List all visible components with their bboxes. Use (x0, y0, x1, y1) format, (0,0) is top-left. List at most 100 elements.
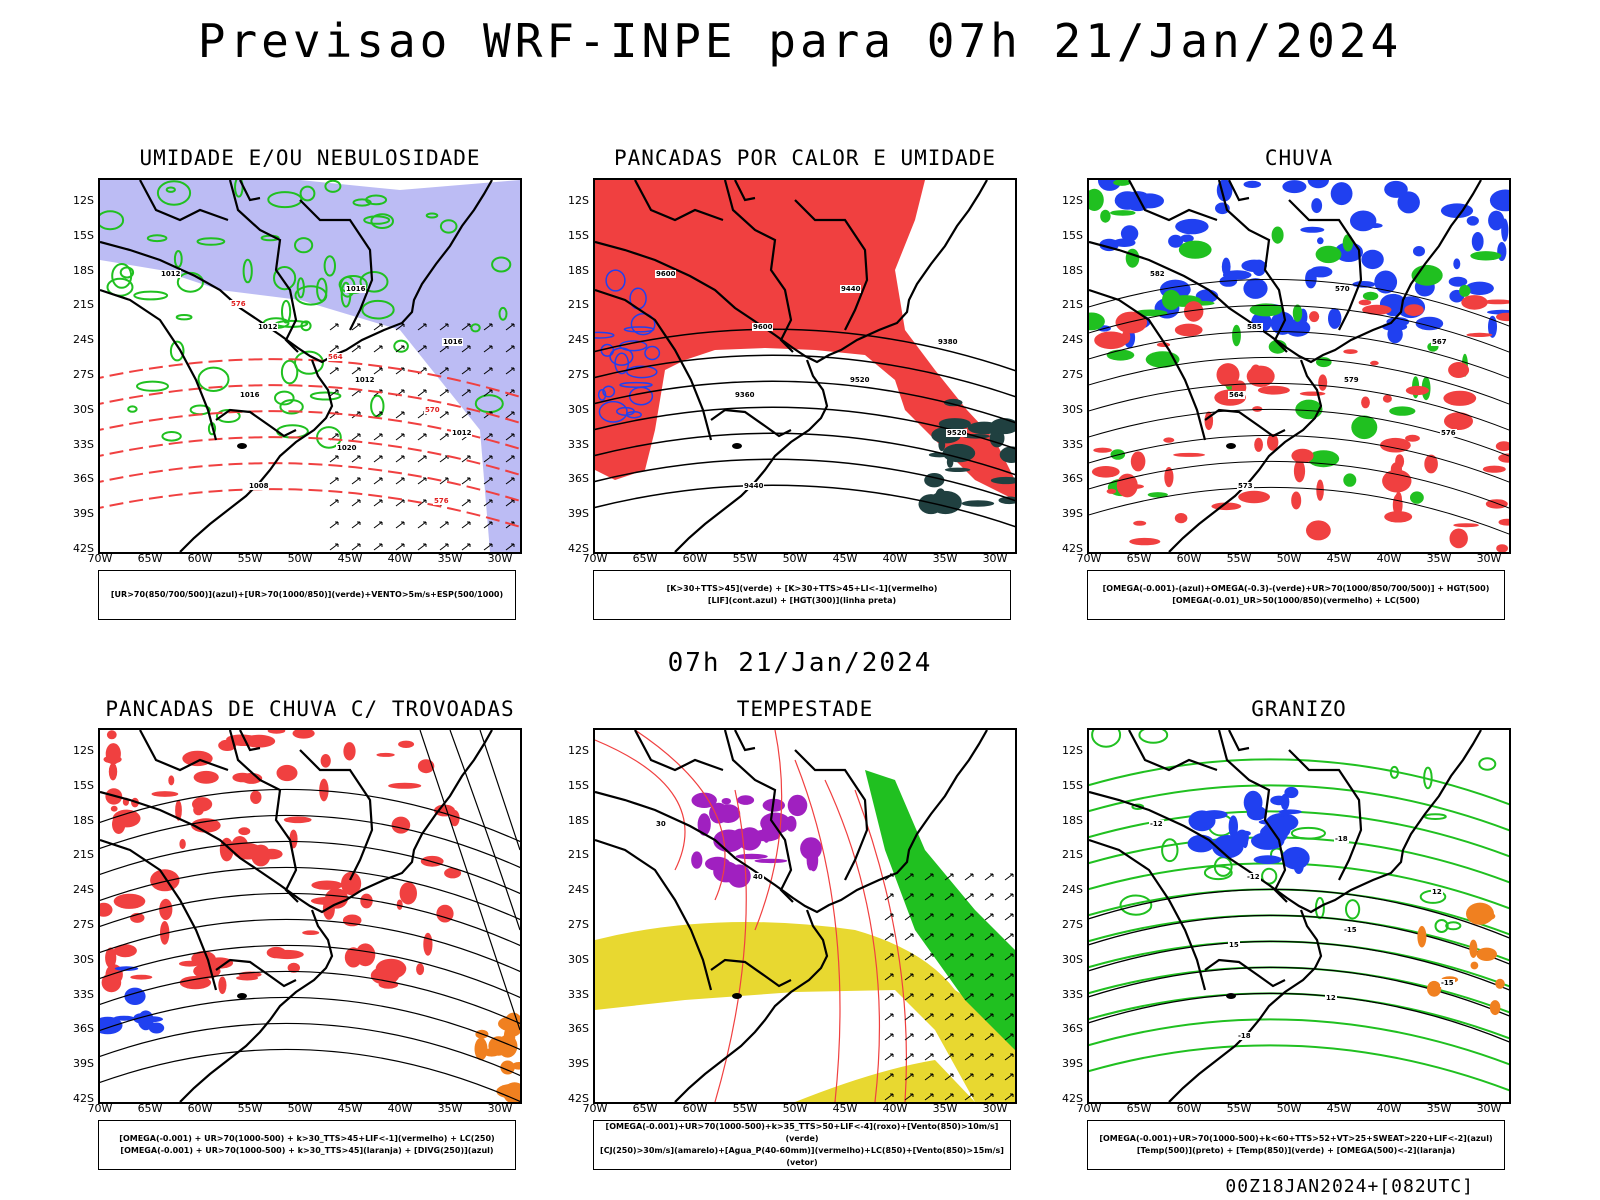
coastline-south (179, 909, 334, 1102)
lon-tick-label: 40W (387, 1102, 413, 1115)
field-patch (1382, 469, 1412, 493)
field-patch (179, 960, 201, 967)
field-patch (148, 1022, 165, 1034)
field-patch (1316, 479, 1324, 501)
field-patch (990, 476, 1015, 485)
field-patch (697, 813, 711, 836)
field-patch (1453, 258, 1461, 270)
wind-vector (395, 455, 405, 463)
contour-label: 564 (1228, 391, 1245, 399)
lon-tick-label: 30W (1476, 552, 1502, 565)
contour-label: 1008 (248, 482, 270, 490)
field-patch (721, 798, 731, 805)
wind-vector (1004, 993, 1014, 1001)
legend-line: [OMEGA(-0.001)-(azul)+OMEGA(-0.3)-(verde… (1102, 584, 1490, 593)
field-patch (1444, 412, 1473, 430)
wind-vector (884, 1013, 894, 1021)
lat-tick-label: 42S (73, 1092, 94, 1105)
lon-tick-label: 35W (437, 1102, 463, 1115)
field-patch (124, 987, 146, 1005)
lat-tick-label: 12S (73, 194, 94, 207)
lat-tick-label: 27S (73, 368, 94, 381)
wind-vector (1004, 913, 1014, 921)
wind-vector (373, 433, 383, 441)
field-patch (1267, 433, 1279, 451)
field-patch (388, 782, 422, 789)
wind-vector (984, 873, 994, 881)
field-patch (1241, 259, 1267, 272)
field-patch (193, 770, 219, 784)
contour-label: 1016 (345, 285, 367, 293)
wind-vector (904, 1073, 914, 1081)
wind-vector (1004, 973, 1014, 981)
wind-vector (439, 367, 449, 375)
contour-label: 9600 (655, 270, 677, 278)
hgt500-contours (1089, 278, 1509, 535)
lon-tick-label: 70W (1076, 552, 1102, 565)
field-patch (1330, 182, 1353, 206)
legend-line: [OMEGA(-0.001) + UR>70(1000-500) + k>30_… (120, 1146, 494, 1155)
field-patch (391, 816, 411, 834)
field-patch (1130, 451, 1146, 472)
lat-tick-label: 24S (568, 883, 589, 897)
field-patch (105, 947, 117, 969)
coastline-south (1168, 909, 1323, 1102)
wind-vector (329, 521, 339, 529)
lat-tick-label: 30S (568, 952, 589, 966)
field-patch (1482, 465, 1506, 473)
wind-vector (461, 345, 471, 353)
wind-vector (904, 893, 914, 901)
wind-vector (944, 873, 954, 881)
wind-vector (417, 389, 427, 397)
wind-vector (964, 913, 974, 921)
field-patch (1278, 809, 1302, 815)
field-patch (619, 381, 653, 388)
field-patch (1382, 394, 1392, 403)
field-patch (196, 237, 226, 246)
temp500-contours (1089, 888, 1509, 1043)
field-patch (1243, 278, 1268, 299)
field-patch (108, 763, 118, 781)
wind-vector (329, 499, 339, 507)
wind-vector (329, 345, 339, 353)
lat-tick-label: 39S (1062, 507, 1083, 521)
streamlines-east (419, 730, 520, 1031)
wind-vector (395, 433, 405, 441)
wind-vector (984, 1093, 994, 1101)
field-patch (370, 966, 400, 985)
field-patch (1318, 374, 1328, 391)
field-patch (423, 932, 433, 956)
lat-tick-label: 24S (1062, 333, 1083, 347)
coastline (595, 730, 988, 914)
field-patch (787, 794, 808, 817)
coastline (100, 180, 493, 364)
wind-vector (984, 893, 994, 901)
lagoon (732, 443, 742, 449)
field-patch (1187, 834, 1215, 853)
field-patch (1482, 299, 1509, 305)
contour-label: -15 (1343, 926, 1358, 934)
wind-vector (351, 433, 361, 441)
lat-tick-label: 15S (568, 778, 589, 792)
water-contours (595, 730, 907, 1102)
field-patch (133, 290, 169, 301)
legend-line: [LIF](cont.azul) + [HGT(300)](linha pret… (707, 596, 897, 605)
field-patch (276, 764, 298, 782)
wind-vector (395, 411, 405, 419)
contour-label: 1012 (257, 323, 279, 331)
wind-vector (964, 993, 974, 1001)
field-patch (1124, 191, 1152, 212)
field-patch (990, 418, 1015, 435)
wind-vector (351, 543, 361, 551)
wind-vector (984, 933, 994, 941)
lat-tick-label: 27S (1062, 368, 1083, 381)
lon-tick-label: 65W (1126, 552, 1152, 565)
contour-label: 9600 (752, 323, 774, 331)
field-patch (425, 212, 439, 219)
wind-vector (884, 1093, 894, 1101)
low-level-wind (865, 770, 1015, 1050)
lon-tick-label: 55W (732, 552, 758, 565)
field-patch (1232, 324, 1241, 347)
lat-tick-label: 30S (1062, 402, 1083, 416)
wind-vector (884, 913, 894, 921)
